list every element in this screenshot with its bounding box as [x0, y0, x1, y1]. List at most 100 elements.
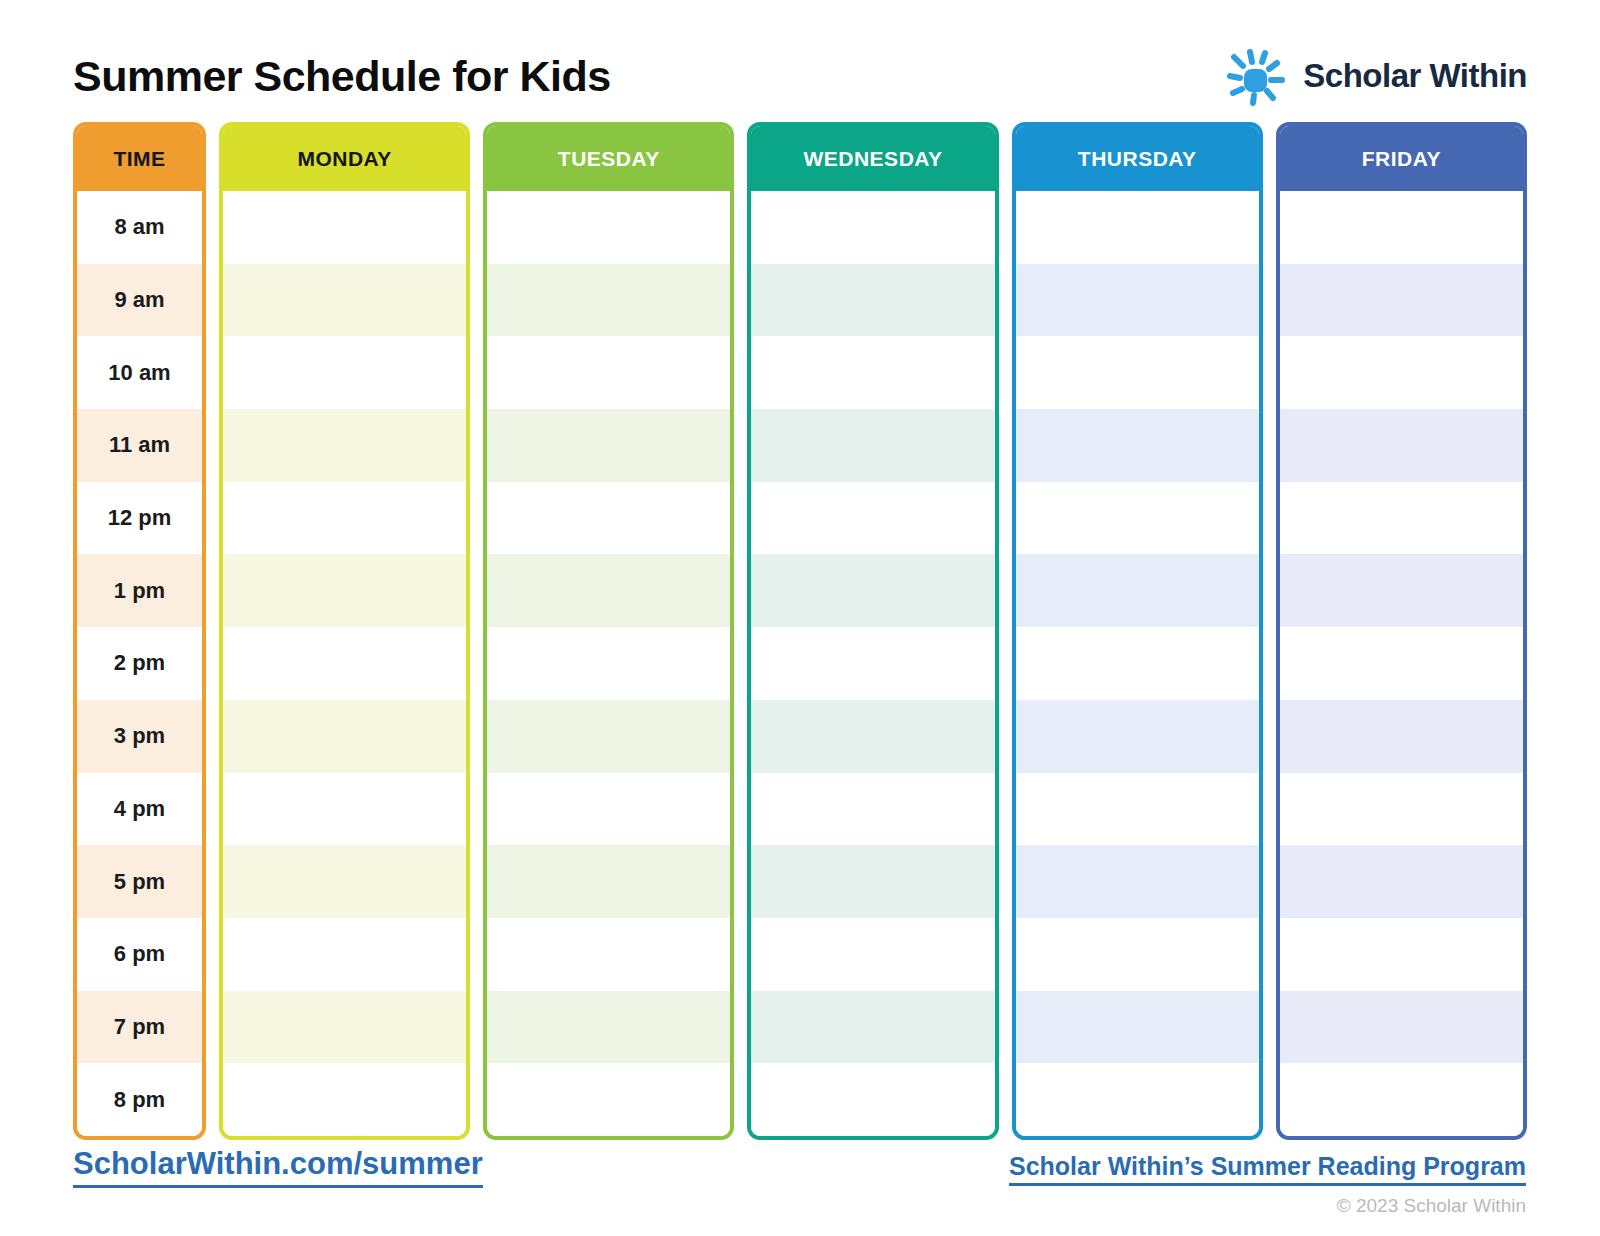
schedule-cell-wednesday-3pm: [751, 700, 994, 773]
schedule-cell-tuesday-3pm: [487, 700, 730, 773]
logo-text: Scholar Within: [1303, 57, 1527, 95]
schedule-cell-wednesday-11am: [751, 409, 994, 482]
schedule-cell-tuesday-2pm: [487, 627, 730, 700]
schedule-cell-friday-7pm: [1280, 991, 1523, 1064]
schedule-cell-tuesday-8pm: [487, 1063, 730, 1136]
column-header-monday: MONDAY: [222, 125, 467, 192]
schedule-cell-tuesday-9am: [487, 264, 730, 337]
sun-icon: [1225, 44, 1289, 108]
schedule-cell-thursday-11am: [1016, 409, 1259, 482]
schedule-cell-tuesday-4pm: [487, 773, 730, 846]
column-header-wednesday: WEDNESDAY: [750, 125, 995, 192]
time-cell-4pm: 4 pm: [77, 773, 202, 846]
column-header-time: TIME: [76, 125, 203, 192]
schedule-cell-monday-11am: [223, 409, 466, 482]
schedule-cell-monday-5pm: [223, 845, 466, 918]
schedule-cell-tuesday-6pm: [487, 918, 730, 991]
time-cell-9am: 9 am: [77, 264, 202, 337]
schedule-cell-thursday-8am: [1016, 191, 1259, 264]
time-cell-8am: 8 am: [77, 191, 202, 264]
schedule-cell-thursday-4pm: [1016, 773, 1259, 846]
schedule-cell-friday-6pm: [1280, 918, 1523, 991]
schedule-cell-friday-10am: [1280, 336, 1523, 409]
schedule-cell-monday-3pm: [223, 700, 466, 773]
schedule-cell-thursday-3pm: [1016, 700, 1259, 773]
schedule-cell-tuesday-10am: [487, 336, 730, 409]
reading-program-link[interactable]: Scholar Within’s Summer Reading Program: [1009, 1152, 1526, 1186]
schedule-cell-thursday-5pm: [1016, 845, 1259, 918]
schedule-grid: TIME8 am9 am10 am11 am12 pm1 pm2 pm3 pm4…: [73, 122, 1527, 1140]
time-cell-11am: 11 am: [77, 409, 202, 482]
schedule-cell-tuesday-11am: [487, 409, 730, 482]
schedule-cell-wednesday-9am: [751, 264, 994, 337]
schedule-cell-tuesday-8am: [487, 191, 730, 264]
column-header-friday: FRIDAY: [1279, 125, 1524, 192]
copyright: © 2023 Scholar Within: [1009, 1195, 1526, 1217]
time-cell-10am: 10 am: [77, 336, 202, 409]
schedule-cell-wednesday-1pm: [751, 554, 994, 627]
schedule-cell-thursday-1pm: [1016, 554, 1259, 627]
schedule-cell-wednesday-7pm: [751, 991, 994, 1064]
time-cell-5pm: 5 pm: [77, 845, 202, 918]
schedule-cell-tuesday-1pm: [487, 554, 730, 627]
summer-link[interactable]: ScholarWithin.com/summer: [73, 1146, 483, 1188]
schedule-cell-thursday-10am: [1016, 336, 1259, 409]
schedule-cell-friday-9am: [1280, 264, 1523, 337]
schedule-cell-wednesday-10am: [751, 336, 994, 409]
schedule-cell-friday-12pm: [1280, 482, 1523, 555]
schedule-cell-monday-2pm: [223, 627, 466, 700]
schedule-cell-monday-1pm: [223, 554, 466, 627]
time-cell-8pm: 8 pm: [77, 1063, 202, 1136]
time-cell-7pm: 7 pm: [77, 991, 202, 1064]
schedule-cell-thursday-8pm: [1016, 1063, 1259, 1136]
time-cell-6pm: 6 pm: [77, 918, 202, 991]
schedule-cell-wednesday-8am: [751, 191, 994, 264]
schedule-cell-thursday-12pm: [1016, 482, 1259, 555]
scholar-within-logo: Scholar Within: [1225, 44, 1527, 108]
schedule-cell-monday-4pm: [223, 773, 466, 846]
time-cell-3pm: 3 pm: [77, 700, 202, 773]
column-thursday: THURSDAY: [1012, 122, 1263, 1140]
schedule-cell-monday-6pm: [223, 918, 466, 991]
schedule-cell-friday-4pm: [1280, 773, 1523, 846]
summer-schedule-page: Summer Schedule for Kids Scholar Within: [0, 0, 1600, 1236]
schedule-cell-thursday-7pm: [1016, 991, 1259, 1064]
schedule-cell-tuesday-5pm: [487, 845, 730, 918]
schedule-cell-friday-8am: [1280, 191, 1523, 264]
schedule-cell-thursday-9am: [1016, 264, 1259, 337]
schedule-cell-wednesday-2pm: [751, 627, 994, 700]
schedule-cell-tuesday-12pm: [487, 482, 730, 555]
column-friday: FRIDAY: [1276, 122, 1527, 1140]
time-cell-1pm: 1 pm: [77, 554, 202, 627]
time-cell-2pm: 2 pm: [77, 627, 202, 700]
schedule-cell-monday-12pm: [223, 482, 466, 555]
schedule-cell-thursday-6pm: [1016, 918, 1259, 991]
schedule-cell-thursday-2pm: [1016, 627, 1259, 700]
schedule-cell-friday-1pm: [1280, 554, 1523, 627]
schedule-cell-monday-9am: [223, 264, 466, 337]
column-wednesday: WEDNESDAY: [747, 122, 998, 1140]
column-header-tuesday: TUESDAY: [486, 125, 731, 192]
schedule-cell-friday-2pm: [1280, 627, 1523, 700]
column-header-thursday: THURSDAY: [1015, 125, 1260, 192]
footer-right: Scholar Within’s Summer Reading Program …: [1009, 1152, 1526, 1217]
schedule-cell-friday-8pm: [1280, 1063, 1523, 1136]
schedule-cell-tuesday-7pm: [487, 991, 730, 1064]
schedule-cell-monday-7pm: [223, 991, 466, 1064]
schedule-cell-friday-5pm: [1280, 845, 1523, 918]
schedule-cell-monday-8pm: [223, 1063, 466, 1136]
schedule-cell-wednesday-5pm: [751, 845, 994, 918]
schedule-cell-wednesday-8pm: [751, 1063, 994, 1136]
schedule-cell-wednesday-6pm: [751, 918, 994, 991]
column-time: TIME8 am9 am10 am11 am12 pm1 pm2 pm3 pm4…: [73, 122, 206, 1140]
time-cell-12pm: 12 pm: [77, 482, 202, 555]
schedule-cell-monday-8am: [223, 191, 466, 264]
column-tuesday: TUESDAY: [483, 122, 734, 1140]
schedule-cell-friday-11am: [1280, 409, 1523, 482]
topbar: Summer Schedule for Kids Scholar Within: [73, 44, 1527, 108]
schedule-cell-monday-10am: [223, 336, 466, 409]
schedule-cell-wednesday-4pm: [751, 773, 994, 846]
column-monday: MONDAY: [219, 122, 470, 1140]
schedule-cell-wednesday-12pm: [751, 482, 994, 555]
schedule-cell-friday-3pm: [1280, 700, 1523, 773]
